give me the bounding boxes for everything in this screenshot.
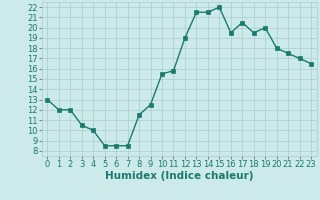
X-axis label: Humidex (Indice chaleur): Humidex (Indice chaleur) — [105, 171, 253, 181]
